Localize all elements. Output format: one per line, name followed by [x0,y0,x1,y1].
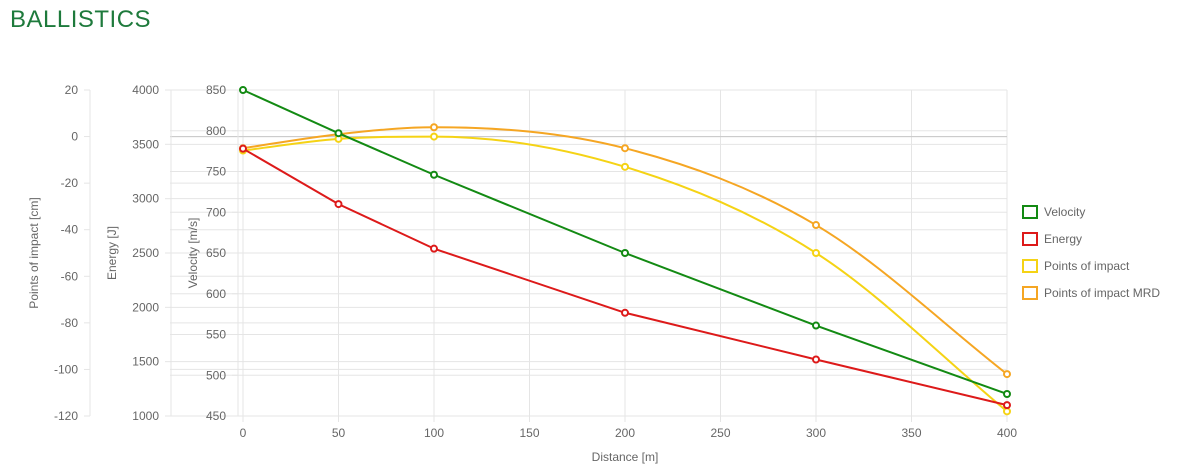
x-tick-label: 250 [710,426,730,440]
velocity-line [242,89,1008,395]
x-tick-label: 150 [519,426,539,440]
legend-swatch [1022,232,1038,246]
velocity-tick-label: 650 [206,246,226,260]
page-title: BALLISTICS [10,6,152,33]
velocity-tick-label: 800 [206,124,226,138]
velocity-point [334,129,343,138]
energy-point [1003,401,1011,410]
energy-tick-label: 2500 [132,246,159,260]
energy-point [334,200,343,209]
legend-item-energy: Energy [1022,232,1082,246]
series-velocity [239,86,1011,398]
velocity-point [812,321,820,330]
points-of-impact-point [430,132,438,141]
energy-tick-label: 3000 [132,192,159,206]
legend-item-points-of-impact-mrd: Points of impact MRD [1022,286,1160,300]
energy-point [621,308,629,317]
poi-axis-title: Points of impact [cm] [27,197,41,308]
energy-tick-label: 2000 [132,300,159,314]
poi-tick-label: -20 [61,176,79,190]
legend-swatch [1022,259,1038,273]
velocity-tick-label: 850 [206,83,226,97]
x-tick-label: 50 [332,426,346,440]
points-of-impact-point [1003,407,1011,416]
series-layer [239,86,1011,416]
legend-swatch [1022,286,1038,300]
x-tick-label: 300 [806,426,826,440]
legend-item-velocity: Velocity [1022,205,1085,219]
legend-label: Points of impact MRD [1044,286,1160,300]
energy-axis-title: Energy [J] [105,226,119,280]
x-tick-label: 350 [901,426,921,440]
axes-layer: 0 50 100 150 200 250 300 350 400200-20-40-60-80-… [27,83,1017,464]
velocity-point [1003,389,1011,398]
energy-tick-label: 3500 [132,137,159,151]
energy-point [239,144,247,153]
series-energy [239,144,1011,410]
poi-tick-label: -40 [61,223,79,237]
velocity-tick-label: 750 [206,165,226,179]
velocity-tick-label: 600 [206,287,226,301]
legend: Velocity Energy Points of impact Points of … [1022,205,1160,300]
poi-tick-label: -120 [54,409,78,423]
velocity-point [621,249,629,257]
legend-label: Velocity [1044,205,1085,219]
energy-tick-label: 4000 [132,83,159,97]
energy-line [242,147,1008,407]
energy-tick-label: 1500 [132,355,159,369]
grid-layer [170,89,1008,422]
x-tick-label: 400 [997,426,1017,440]
points-of-impact-mrd-point [812,221,820,230]
points-of-impact-mrd-point [1003,370,1011,379]
velocity-axis-title: Velocity [m/s] [186,218,200,289]
velocity-point [430,170,438,179]
points-of-impact-point [812,249,820,257]
velocity-tick-label: 450 [206,409,226,423]
x-axis-title: Distance [m] [592,450,659,464]
poi-tick-label: -60 [61,269,79,283]
velocity-tick-label: 550 [206,328,226,342]
velocity-tick-label: 700 [206,205,226,219]
velocity-tick-label: 500 [206,368,226,382]
x-tick-label: 200 [615,426,635,440]
points-of-impact-mrd-point [621,144,629,153]
legend-label: Points of impact [1044,259,1130,273]
points-of-impact-mrd-point [430,123,438,132]
legend-item-points-of-impact: Points of impact [1022,259,1130,273]
poi-tick-label: -100 [54,362,78,376]
energy-point [430,244,438,253]
x-tick-label: 100 [424,426,444,440]
velocity-point [239,86,247,94]
poi-tick-label: 20 [65,83,79,97]
poi-tick-label: 0 [71,130,78,144]
x-tick-label: 0 [240,426,247,440]
points-of-impact-point [621,162,629,171]
legend-label: Energy [1044,232,1082,246]
energy-tick-label: 1000 [132,409,159,423]
poi-tick-label: -80 [61,316,79,330]
legend-swatch [1022,205,1038,219]
energy-point [812,355,820,364]
